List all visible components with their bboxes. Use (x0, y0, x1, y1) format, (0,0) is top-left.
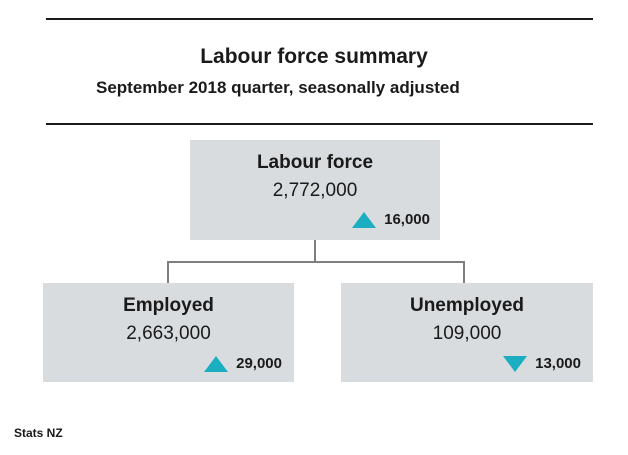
source-label: Stats NZ (14, 426, 63, 440)
unemployed-value: 109,000 (432, 323, 502, 344)
top-rule (46, 18, 593, 20)
up-arrow-icon (204, 355, 229, 372)
unemployed-change: 13,000 (503, 355, 581, 372)
unemployed-label: Unemployed (409, 295, 525, 316)
connector-vertical-top (314, 240, 316, 262)
labour-force-label: Labour force (256, 152, 374, 173)
labour-force-box: Labour force 2,772,000 16,000 (190, 140, 440, 240)
down-arrow-icon (503, 355, 528, 372)
unemployed-change-value: 13,000 (535, 355, 581, 372)
employed-value: 2,663,000 (126, 323, 211, 344)
bottom-rule (46, 123, 593, 125)
connector-left-drop (167, 261, 169, 283)
unemployed-box: Unemployed 109,000 13,000 (341, 283, 593, 382)
labour-force-change: 16,000 (352, 211, 430, 228)
labour-force-change-value: 16,000 (384, 211, 430, 228)
connector-horizontal (167, 261, 465, 263)
diagram-title: Labour force summary (200, 45, 428, 68)
employed-change-value: 29,000 (236, 355, 282, 372)
employed-label: Employed (123, 295, 214, 316)
diagram-subtitle: September 2018 quarter, seasonally adjus… (96, 78, 460, 97)
up-arrow-icon (352, 211, 377, 228)
connector-right-drop (463, 261, 465, 283)
labour-force-value: 2,772,000 (272, 180, 358, 201)
employed-change: 29,000 (204, 355, 282, 372)
employed-box: Employed 2,663,000 29,000 (43, 283, 294, 382)
